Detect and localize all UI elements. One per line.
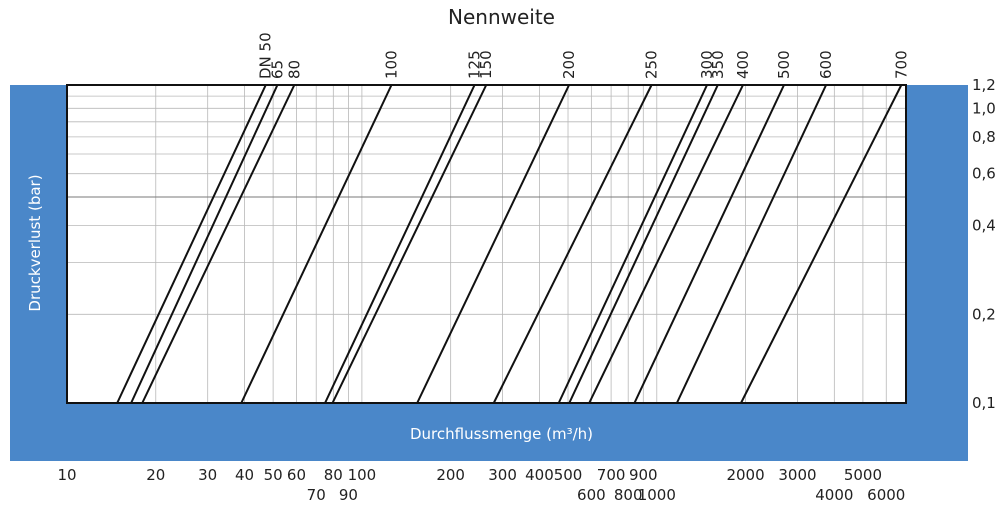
series-line bbox=[588, 84, 744, 404]
x-tick-label: 100 bbox=[348, 466, 377, 484]
chart-title: Nennweite bbox=[448, 5, 555, 29]
x-tick-label: 2000 bbox=[726, 466, 764, 484]
x-tick-label: 70 bbox=[307, 486, 326, 504]
x-tick-label: 300 bbox=[488, 466, 517, 484]
x-tick-label: 20 bbox=[146, 466, 165, 484]
series-label: 200 bbox=[560, 50, 578, 79]
series-label: 700 bbox=[892, 50, 910, 79]
series-line bbox=[740, 84, 903, 404]
series-label: 300 bbox=[698, 50, 716, 79]
y-tick-label: 0,6 bbox=[972, 165, 996, 183]
x-tick-label: 5000 bbox=[844, 466, 882, 484]
series-line bbox=[633, 84, 785, 404]
series-label: 150 bbox=[477, 50, 495, 79]
series-label: 600 bbox=[817, 50, 835, 79]
x-tick-label: 800 bbox=[614, 486, 643, 504]
x-tick-label: 30 bbox=[198, 466, 217, 484]
x-tick-label: 60 bbox=[287, 466, 306, 484]
x-tick-label: 10 bbox=[57, 466, 76, 484]
x-tick-label: 40 bbox=[235, 466, 254, 484]
y-tick-label: 1,0 bbox=[972, 99, 996, 117]
series-label: 350 bbox=[709, 50, 727, 79]
x-tick-label: 600 bbox=[577, 486, 606, 504]
x-tick-label: 80 bbox=[324, 466, 343, 484]
series-label: 80 bbox=[285, 60, 303, 79]
plot-frame bbox=[66, 84, 907, 404]
y-tick-label: 0,4 bbox=[972, 217, 996, 235]
plot-area bbox=[67, 85, 906, 403]
x-tick-label: 1000 bbox=[638, 486, 676, 504]
series-label: 65 bbox=[268, 60, 286, 79]
y-tick-label: 0,1 bbox=[972, 394, 996, 412]
series-label: 125 bbox=[466, 50, 484, 79]
series-line bbox=[492, 84, 653, 404]
series-line bbox=[568, 84, 719, 404]
x-tick-label: 900 bbox=[629, 466, 658, 484]
x-tick-label: 500 bbox=[554, 466, 583, 484]
series-label: 400 bbox=[734, 50, 752, 79]
bottom-blue-band bbox=[10, 403, 968, 461]
series-line bbox=[416, 84, 570, 404]
series-line bbox=[324, 84, 476, 404]
x-axis-label: Durchflussmenge (m³/h) bbox=[410, 425, 593, 443]
series-line bbox=[130, 84, 279, 404]
x-tick-label: 6000 bbox=[867, 486, 905, 504]
y-tick-label: 0,2 bbox=[972, 305, 996, 323]
x-tick-label: 200 bbox=[436, 466, 465, 484]
x-tick-label: 700 bbox=[597, 466, 626, 484]
x-tick-label: 3000 bbox=[778, 466, 816, 484]
series-label: DN 50 bbox=[257, 32, 275, 79]
y-tick-label: 0,8 bbox=[972, 128, 996, 146]
series-label: 250 bbox=[643, 50, 661, 79]
y-tick-label: 1,2 bbox=[972, 76, 996, 94]
series-line bbox=[557, 84, 708, 404]
series-label: 100 bbox=[382, 50, 400, 79]
series-line bbox=[141, 84, 296, 404]
x-tick-label: 50 bbox=[264, 466, 283, 484]
series-line bbox=[675, 84, 827, 404]
series-line bbox=[116, 84, 267, 404]
x-tick-label: 4000 bbox=[815, 486, 853, 504]
series-label: 500 bbox=[775, 50, 793, 79]
x-tick-label: 90 bbox=[339, 486, 358, 504]
series-line bbox=[240, 84, 393, 404]
series-line bbox=[331, 84, 488, 404]
x-tick-label: 400 bbox=[525, 466, 554, 484]
